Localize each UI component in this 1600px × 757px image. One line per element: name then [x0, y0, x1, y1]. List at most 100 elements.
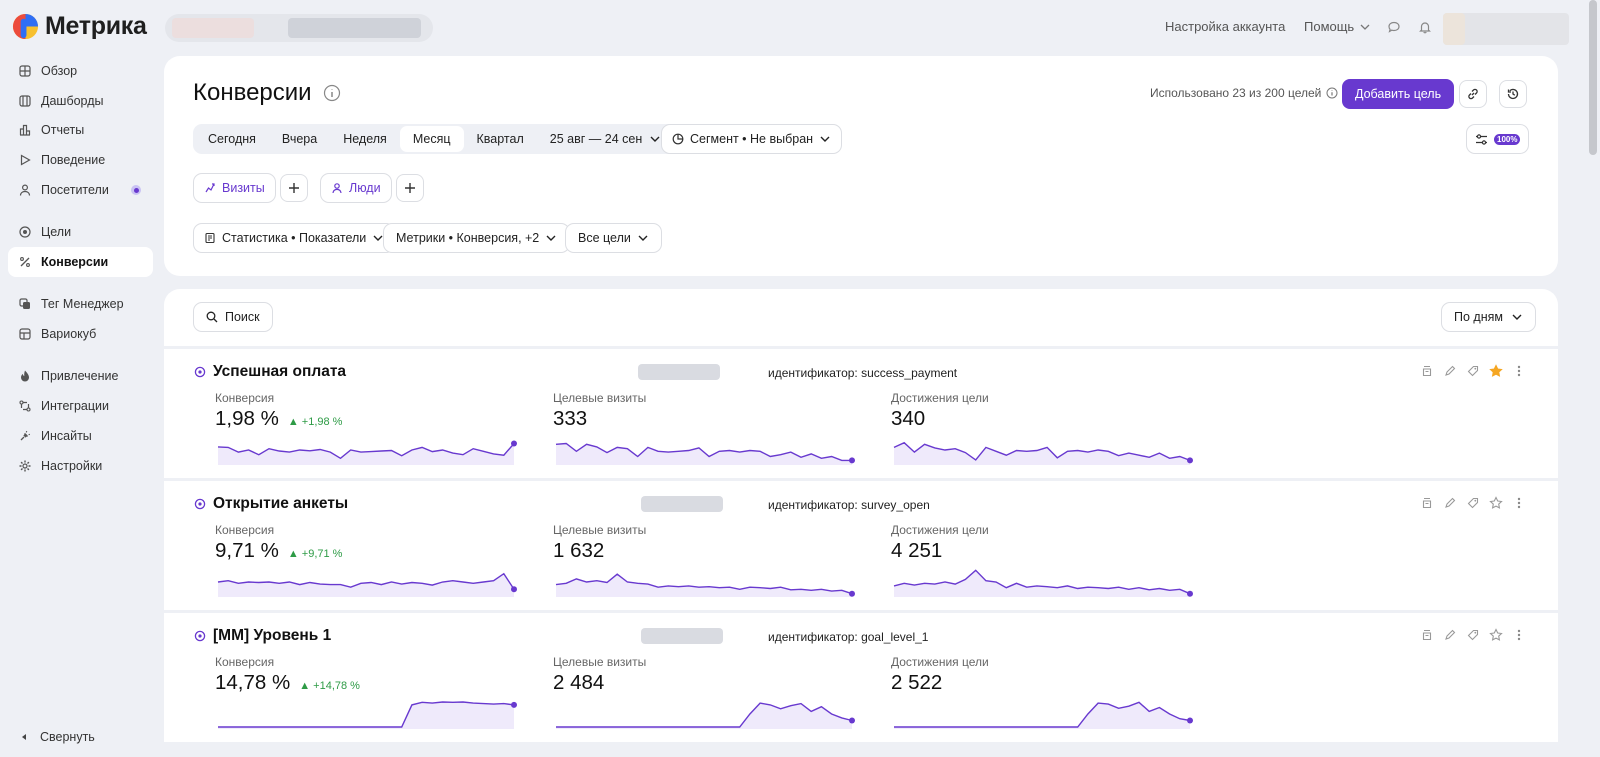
sparkline-line [217, 572, 515, 590]
archive-button[interactable] [1420, 628, 1434, 642]
achievements-sparkline [891, 697, 1193, 731]
period-option[interactable]: Месяц [399, 126, 464, 152]
segment-selector[interactable]: Сегмент • Не выбран [661, 124, 843, 154]
edit-button[interactable] [1443, 496, 1457, 510]
archive-button[interactable] [1420, 496, 1434, 510]
achievements-sparkline-chart [894, 701, 1193, 729]
sidebar-item-target[interactable]: Цели [8, 217, 153, 247]
sidebar-item-fire[interactable]: Привлечение [8, 361, 153, 391]
conversion-value: 14,78 % [215, 671, 291, 694]
sidebar-item-insights[interactable]: Инсайты [8, 421, 153, 451]
sidebar-item-gear[interactable]: Настройки [8, 451, 153, 481]
more-button[interactable] [1512, 496, 1526, 510]
page-scrollbar[interactable] [1589, 0, 1597, 155]
sidebar-item-label: Инсайты [41, 428, 92, 443]
label-button[interactable] [1466, 496, 1480, 510]
goal-row[interactable] [164, 613, 1558, 742]
visits-chip[interactable]: Визиты [193, 173, 276, 203]
messages-button[interactable] [1387, 20, 1401, 34]
insights-icon [20, 430, 31, 441]
history-button[interactable] [1499, 80, 1527, 108]
label-button[interactable] [1466, 628, 1480, 642]
sidebar-item-label: Интеграции [41, 399, 110, 414]
add-visits-button[interactable] [280, 174, 308, 202]
conversion-metric: 1,98 % ▲ +1,98 % [215, 407, 342, 431]
sparkline-area [218, 702, 514, 729]
account-settings-link[interactable]: Настройка аккаунта [1165, 19, 1285, 34]
conversion-label: Конверсия [215, 391, 275, 405]
sidebar-item-reports[interactable]: Отчеты [8, 116, 153, 146]
target-visits-value: 2 484 [553, 671, 605, 694]
conversion-delta: ▲ +1,98 % [287, 416, 343, 428]
collapse-sidebar-button[interactable]: Свернуть [20, 730, 95, 744]
history-icon [1507, 88, 1519, 100]
add-goal-button[interactable]: Добавить цель [1342, 79, 1455, 109]
help-menu[interactable]: Помощь [1304, 19, 1371, 34]
sidebar-item-person[interactable]: Посетители [8, 175, 153, 205]
sidebar-item-overview[interactable]: Обзор [8, 56, 153, 86]
add-people-button[interactable] [396, 174, 424, 202]
person-icon [19, 184, 31, 196]
period-option[interactable]: Сегодня [208, 132, 256, 146]
period-option[interactable]: Квартал [476, 132, 524, 146]
archive-button[interactable] [1420, 364, 1434, 378]
goal-name[interactable]: Открытие анкеты [213, 495, 349, 512]
notifications-button[interactable] [1418, 20, 1432, 34]
person-icon [332, 183, 342, 194]
edit-button[interactable] [1443, 364, 1457, 378]
edit-button[interactable] [1443, 628, 1457, 642]
metrika-logo[interactable]: Метрика [12, 12, 147, 41]
favorite-button[interactable] [1489, 496, 1503, 510]
label-button[interactable] [1466, 364, 1480, 378]
grouping-selector[interactable]: По дням [1441, 302, 1536, 332]
target-visits-sparkline [553, 565, 855, 599]
stats-filter[interactable]: Статистика • Показатели [193, 223, 396, 253]
sidebar-item-tag-manager[interactable]: Тег Менеджер [8, 289, 153, 319]
conversion-label: Конверсия [215, 523, 275, 537]
info-icon[interactable] [323, 84, 341, 102]
info-icon[interactable] [1326, 87, 1338, 99]
more-button[interactable] [1512, 364, 1526, 378]
more-vertical-icon [1517, 497, 1521, 509]
favorite-button[interactable] [1489, 628, 1503, 642]
star-icon [1489, 496, 1503, 509]
sidebar-item-label: Посетители [41, 183, 109, 198]
chevron-down-icon [820, 136, 830, 142]
search-icon [206, 311, 218, 323]
goal-actions [1420, 496, 1526, 510]
goals-filter[interactable]: Все цели [565, 223, 662, 253]
goals-toolbar [164, 289, 1558, 346]
variocube-icon [19, 328, 31, 340]
period-option[interactable]: Вчера [281, 132, 318, 146]
search-button[interactable]: Поиск [193, 302, 273, 332]
sidebar-item-dashboards[interactable]: Дашборды [8, 86, 153, 116]
sidebar-item-percent[interactable]: Конверсии [8, 247, 153, 277]
sampling-settings-button[interactable]: 100% [1466, 124, 1530, 154]
sparkline-last-point [849, 457, 855, 464]
sparkline-area [556, 443, 852, 465]
more-button[interactable] [1512, 628, 1526, 642]
sidebar-item-play[interactable]: Поведение [8, 145, 153, 175]
percent-icon [20, 257, 30, 268]
target-visits-sparkline [553, 433, 855, 467]
goal-name[interactable]: [ММ] Уровень 1 [213, 627, 332, 644]
favorite-button[interactable] [1489, 364, 1503, 378]
pie-chart-icon [672, 133, 684, 145]
copy-link-button[interactable] [1459, 80, 1487, 108]
target-visits-value: 1 632 [553, 539, 605, 562]
chevron-down-icon [638, 235, 648, 241]
goal-name[interactable]: Успешная оплата [213, 363, 347, 380]
link-icon [1468, 88, 1478, 100]
conversion-metric: 9,71 % ▲ +9,71 % [215, 539, 342, 563]
stats-filter-label: Статистика • Показатели [222, 231, 367, 245]
conversion-sparkline [215, 565, 517, 599]
period-option[interactable]: Неделя [343, 132, 387, 146]
conversion-label: Конверсия [215, 655, 275, 669]
gear-icon [19, 460, 31, 472]
pencil-icon [1445, 497, 1456, 508]
people-chip[interactable]: Люди [320, 173, 392, 203]
metrics-filter[interactable]: Метрики • Конверсия, +2 [383, 223, 571, 253]
date-range-picker[interactable]: 25 авг — 24 сен [537, 126, 674, 152]
sidebar-item-integrations[interactable]: Интеграции [8, 391, 153, 421]
sidebar-item-variocube[interactable]: Вариокуб [8, 319, 153, 349]
